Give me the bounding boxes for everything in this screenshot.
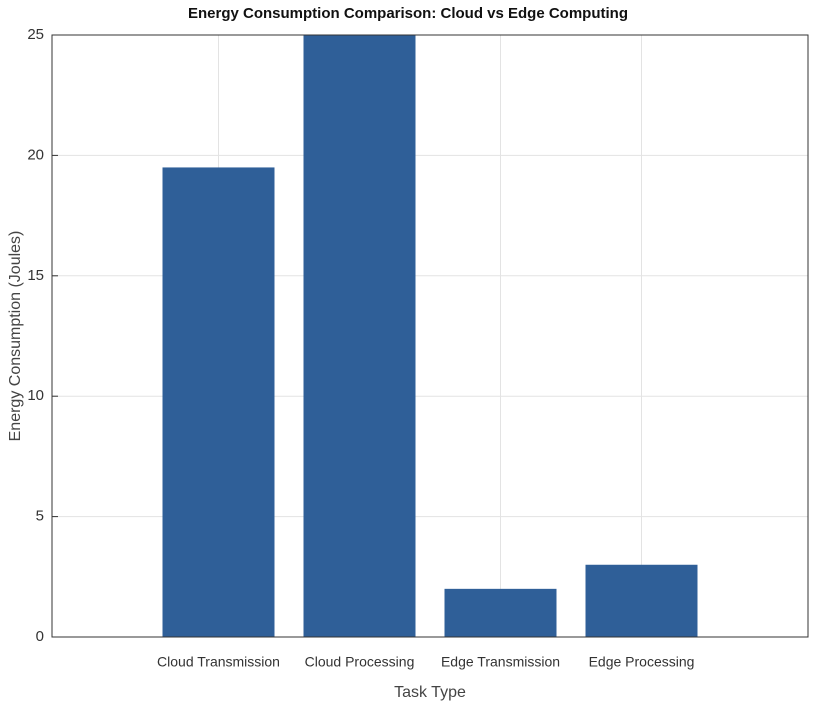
- y-tick-label: 10: [27, 387, 44, 404]
- x-tick-label: Edge Processing: [589, 654, 695, 670]
- bar: [585, 564, 698, 637]
- x-tick-label: Cloud Processing: [305, 654, 415, 670]
- plot-frame: [51, 34, 809, 638]
- bar: [162, 167, 275, 637]
- bar: [444, 588, 557, 637]
- x-tick-label: Cloud Transmission: [157, 654, 280, 670]
- bars: [162, 35, 698, 637]
- x-axis-label: Task Type: [394, 684, 466, 701]
- chart-title: Energy Consumption Comparison: Cloud vs …: [188, 5, 628, 22]
- bar: [303, 35, 416, 637]
- y-tick-label: 25: [27, 26, 44, 43]
- y-axis-label: Energy Consumption (Joules): [7, 231, 24, 442]
- y-tick-label: 20: [27, 146, 44, 163]
- y-tick-label: 5: [36, 508, 44, 525]
- x-tick-label: Edge Transmission: [441, 654, 560, 670]
- y-tick-label: 15: [27, 267, 44, 284]
- y-tick-label: 0: [36, 628, 44, 645]
